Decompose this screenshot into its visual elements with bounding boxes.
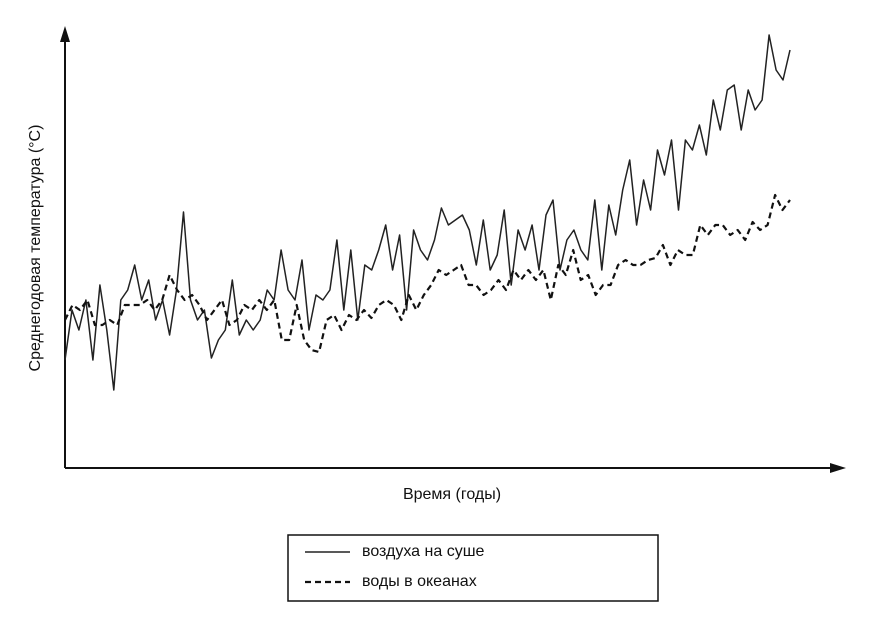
y-axis-label: Среднегодовая температура (°C) bbox=[27, 125, 44, 372]
x-axis-label: Время (годы) bbox=[403, 486, 501, 503]
legend-label: воды в океанах bbox=[362, 573, 477, 590]
legend: воздуха на суше воды в океанах bbox=[305, 543, 485, 590]
legend-box bbox=[287, 534, 659, 602]
data-line bbox=[64, 193, 791, 354]
y-axis-arrow bbox=[60, 26, 70, 42]
x-axis-arrow bbox=[830, 463, 846, 473]
legend-label: воздуха на суше bbox=[362, 543, 485, 560]
data-line bbox=[64, 34, 791, 391]
